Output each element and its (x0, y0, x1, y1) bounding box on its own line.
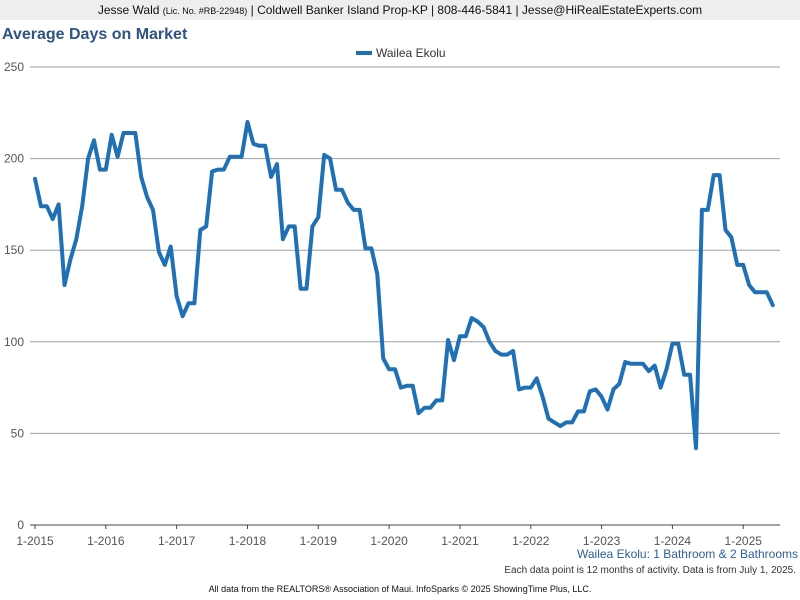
y-tick-label: 250 (4, 60, 24, 74)
chart-title: Average Days on Market (2, 26, 188, 43)
x-tick-label: 1-2025 (725, 534, 763, 548)
chart-subtitle: Wailea Ekolu: 1 Bathroom & 2 Bathrooms (577, 547, 798, 561)
y-tick-label: 100 (4, 335, 24, 349)
x-tick-label: 1-2019 (300, 534, 338, 548)
series-group (33, 120, 775, 451)
license-number: (Lic. No. #RB-22948) (162, 6, 248, 16)
legend-swatch (356, 51, 372, 55)
x-tick-label: 1-2017 (158, 534, 196, 548)
footer-credit: All data from the REALTORS® Association … (208, 584, 592, 594)
y-tick-label: 50 (11, 426, 25, 440)
agent-contact: | Coldwell Banker Island Prop-KP | 808-4… (250, 3, 703, 17)
y-tick-label: 150 (4, 243, 24, 257)
x-tick-label: 1-2016 (87, 534, 125, 548)
agent-header: Jesse Wald (Lic. No. #RB-22948) | Coldwe… (0, 0, 800, 20)
x-tick-label: 1-2020 (370, 534, 408, 548)
x-tick-label: 1-2024 (654, 534, 692, 548)
data-note: Each data point is 12 months of activity… (504, 565, 796, 576)
y-axis-ticks: 0 50 100 150 200 250 (4, 60, 24, 532)
x-tick-label: 1-2018 (229, 534, 267, 548)
agent-name: Jesse Wald (97, 3, 160, 17)
series-line-wailea-ekolu (33, 120, 775, 451)
x-axis: 1-2015 1-2016 1-2017 1-2018 1-2019 1-2020 1-20… (16, 524, 780, 548)
chart-legend: Wailea Ekolu (356, 46, 446, 60)
legend-label: Wailea Ekolu (376, 46, 446, 60)
y-tick-label: 200 (4, 152, 24, 166)
x-tick-label: 1-2023 (583, 534, 621, 548)
x-tick-label: 1-2015 (16, 534, 54, 548)
y-tick-label: 0 (17, 518, 24, 532)
x-tick-label: 1-2021 (441, 534, 479, 548)
grid-lines (30, 66, 780, 434)
x-tick-label: 1-2022 (512, 534, 550, 548)
